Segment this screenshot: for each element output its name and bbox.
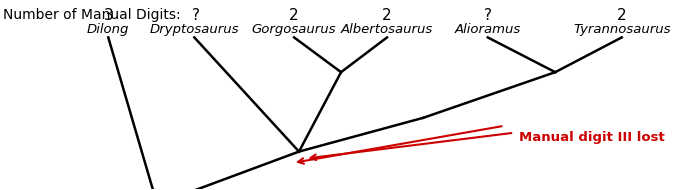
Text: Albertosaurus: Albertosaurus — [341, 23, 433, 36]
Text: Manual digit III lost: Manual digit III lost — [519, 131, 665, 144]
Text: 2: 2 — [289, 8, 299, 23]
Text: Dilong: Dilong — [87, 23, 130, 36]
Text: ?: ? — [193, 8, 200, 23]
Text: Alioramus: Alioramus — [454, 23, 521, 36]
Text: Dryptosaurus: Dryptosaurus — [150, 23, 239, 36]
Text: ?: ? — [484, 8, 491, 23]
Text: Tyrannosaurus: Tyrannosaurus — [573, 23, 671, 36]
Text: 2: 2 — [617, 8, 626, 23]
Text: Gorgosaurus: Gorgosaurus — [252, 23, 336, 36]
Text: Number of Manual Digits:: Number of Manual Digits: — [3, 8, 181, 22]
Text: 2: 2 — [382, 8, 392, 23]
Text: 3: 3 — [104, 8, 113, 23]
